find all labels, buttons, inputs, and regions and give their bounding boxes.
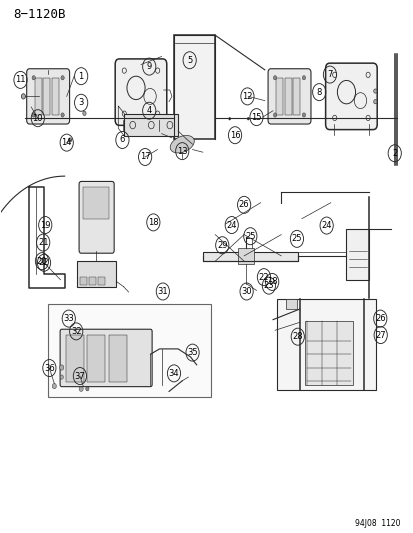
Text: 18: 18 <box>266 277 277 286</box>
Text: 30: 30 <box>241 287 252 296</box>
Circle shape <box>373 100 376 104</box>
Text: 8: 8 <box>316 87 321 96</box>
Circle shape <box>60 375 63 379</box>
Text: 37: 37 <box>74 372 85 381</box>
FancyBboxPatch shape <box>79 181 114 253</box>
Bar <box>48 304 211 397</box>
Circle shape <box>247 117 249 120</box>
Text: 16: 16 <box>229 131 240 140</box>
Text: 10: 10 <box>33 114 43 123</box>
Text: 24: 24 <box>226 221 236 230</box>
Text: 33: 33 <box>63 314 74 323</box>
Circle shape <box>301 113 305 117</box>
Circle shape <box>32 113 35 117</box>
FancyBboxPatch shape <box>26 69 69 124</box>
Text: 6: 6 <box>119 135 125 144</box>
Text: 15: 15 <box>251 112 261 122</box>
Text: 26: 26 <box>238 200 249 209</box>
Text: 20: 20 <box>37 257 47 265</box>
Circle shape <box>61 113 64 117</box>
Bar <box>284 78 291 115</box>
Bar <box>52 78 59 115</box>
Text: 7: 7 <box>327 70 332 79</box>
Bar <box>173 35 215 139</box>
Text: 31: 31 <box>157 287 168 296</box>
Text: 27: 27 <box>375 330 385 340</box>
Text: 23: 23 <box>263 281 273 290</box>
Text: 18: 18 <box>148 218 158 227</box>
FancyBboxPatch shape <box>60 329 152 386</box>
Text: 24: 24 <box>320 221 331 230</box>
Bar <box>83 187 109 219</box>
Text: 22: 22 <box>258 273 268 281</box>
Text: 21: 21 <box>38 238 48 247</box>
Bar <box>77 261 116 287</box>
Bar <box>202 252 297 261</box>
Circle shape <box>61 76 64 80</box>
Bar <box>124 114 178 136</box>
Circle shape <box>267 117 269 120</box>
Text: 25: 25 <box>244 232 255 241</box>
Text: 26: 26 <box>374 314 385 323</box>
Circle shape <box>287 117 290 120</box>
Text: 1: 1 <box>78 71 83 80</box>
Bar <box>292 78 299 115</box>
Text: 8−1120B: 8−1120B <box>13 7 65 21</box>
Text: 28: 28 <box>292 332 302 341</box>
FancyBboxPatch shape <box>325 63 376 130</box>
Circle shape <box>59 365 64 370</box>
Text: 11: 11 <box>15 75 26 84</box>
Ellipse shape <box>170 135 194 153</box>
Text: 19: 19 <box>40 221 50 230</box>
Circle shape <box>373 89 376 93</box>
Text: 13: 13 <box>176 147 187 156</box>
Circle shape <box>228 117 230 120</box>
Circle shape <box>79 386 83 391</box>
Text: 9: 9 <box>146 62 152 71</box>
Text: 3: 3 <box>78 98 84 107</box>
Circle shape <box>21 94 25 99</box>
Text: 35: 35 <box>187 348 197 357</box>
Text: 29: 29 <box>216 241 227 250</box>
Text: 32: 32 <box>71 327 81 336</box>
Bar <box>275 78 282 115</box>
Bar <box>43 78 50 115</box>
Text: 14: 14 <box>61 138 72 147</box>
Bar <box>276 300 375 390</box>
Text: 22: 22 <box>39 259 49 267</box>
Circle shape <box>273 76 276 80</box>
Text: 25: 25 <box>291 235 301 244</box>
Circle shape <box>68 138 71 142</box>
Circle shape <box>301 76 305 80</box>
Text: 2: 2 <box>391 149 396 158</box>
FancyBboxPatch shape <box>268 69 310 124</box>
Bar <box>237 248 254 264</box>
Bar <box>66 335 84 382</box>
Bar <box>98 277 105 285</box>
Bar <box>34 78 41 115</box>
Bar <box>80 277 87 285</box>
Circle shape <box>52 383 56 389</box>
FancyBboxPatch shape <box>115 59 166 125</box>
Circle shape <box>85 386 89 391</box>
Text: 94J08  1120: 94J08 1120 <box>355 519 400 528</box>
Text: 5: 5 <box>187 56 192 64</box>
Text: 12: 12 <box>242 92 252 101</box>
Text: 4: 4 <box>146 106 152 115</box>
Text: 34: 34 <box>168 369 179 378</box>
Text: 17: 17 <box>140 152 150 161</box>
Bar <box>285 300 296 309</box>
Bar <box>304 321 352 384</box>
Bar <box>109 335 127 382</box>
Circle shape <box>83 111 86 116</box>
Circle shape <box>273 113 276 117</box>
Circle shape <box>32 76 35 80</box>
Bar <box>346 229 368 280</box>
Text: 36: 36 <box>44 364 55 373</box>
Bar <box>87 335 105 382</box>
Bar <box>89 277 96 285</box>
